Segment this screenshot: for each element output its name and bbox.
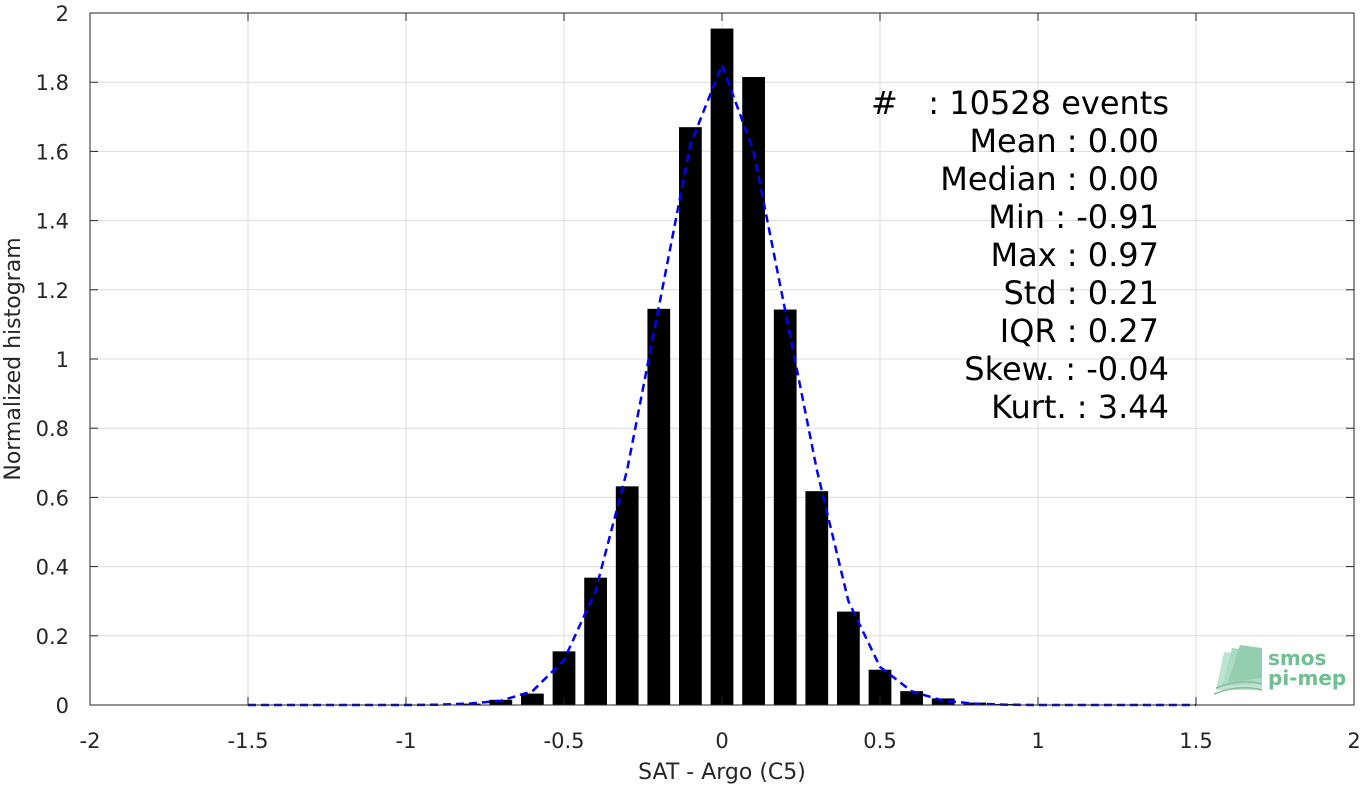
x-tick-label: 0.5 [863, 729, 896, 753]
x-axis-label: SAT - Argo (C5) [638, 760, 806, 785]
stat-iqr: IQR : 0.27 [1000, 312, 1159, 350]
y-axis-ticks: 0 0.2 0.4 0.6 0.8 1 1.2 1.4 1.6 1.8 2 [36, 2, 1354, 718]
y-tick-label: 0 [56, 694, 69, 718]
histogram-bar [552, 651, 576, 705]
stat-min: Min : -0.91 [988, 198, 1159, 236]
x-tick-label: 1.5 [1179, 729, 1212, 753]
histogram-bar [615, 486, 639, 705]
histogram-bar [837, 611, 860, 705]
histogram-bar [868, 669, 892, 705]
stat-events: # : 10528 events [871, 84, 1169, 122]
stat-mean: Mean : 0.00 [969, 122, 1159, 160]
histogram-bar [805, 491, 829, 705]
smos-pimep-logo: smos pi-mep [1213, 645, 1346, 695]
histogram-bar [679, 127, 702, 706]
x-tick-label: -1.5 [228, 729, 269, 753]
y-tick-label: 1 [56, 348, 69, 372]
y-tick-label: 0.4 [36, 556, 69, 580]
stat-std: Std : 0.21 [1003, 274, 1159, 312]
stat-kurt: Kurt. : 3.44 [991, 388, 1169, 426]
x-tick-label: 1 [1031, 729, 1044, 753]
stat-skew: Skew. : -0.04 [964, 350, 1169, 388]
y-tick-label: 1.2 [36, 279, 69, 303]
histogram-bar [647, 308, 671, 705]
logo-text-pimep: pi-mep [1268, 666, 1346, 690]
y-tick-label: 1.4 [36, 210, 69, 234]
histogram-bar [584, 577, 607, 705]
histogram-bar [489, 699, 513, 705]
histogram-bars [426, 28, 1018, 706]
histogram-bar [900, 691, 923, 705]
y-tick-label: 2 [56, 2, 69, 26]
histogram-bar [742, 77, 765, 705]
y-tick-label: 0.8 [36, 417, 69, 441]
logo-text-smos: smos [1268, 646, 1326, 670]
x-tick-label: 0 [715, 729, 728, 753]
histogram-bar [773, 309, 797, 705]
x-tick-label: 2 [1347, 729, 1360, 753]
histogram-bar [521, 693, 544, 705]
y-tick-label: 0.6 [36, 486, 69, 510]
y-tick-label: 0.2 [36, 625, 69, 649]
x-tick-label: -1 [396, 729, 417, 753]
x-axis-ticks: -2 -1.5 -1 -0.5 0 0.5 1 1.5 2 [80, 13, 1361, 753]
y-tick-label: 1.8 [36, 71, 69, 95]
histogram-bar [710, 28, 734, 705]
x-tick-label: -0.5 [544, 729, 585, 753]
logo-waves-icon [1213, 645, 1263, 695]
stats-annotation: # : 10528 events Mean : 0.00 Median : 0.… [871, 84, 1169, 426]
y-axis-label: Normalized histogram [1, 237, 26, 480]
stat-max: Max : 0.97 [990, 236, 1159, 274]
stat-median: Median : 0.00 [940, 160, 1159, 198]
histogram-bar [931, 698, 955, 705]
x-tick-label: -2 [80, 729, 101, 753]
y-tick-label: 1.6 [36, 140, 69, 164]
